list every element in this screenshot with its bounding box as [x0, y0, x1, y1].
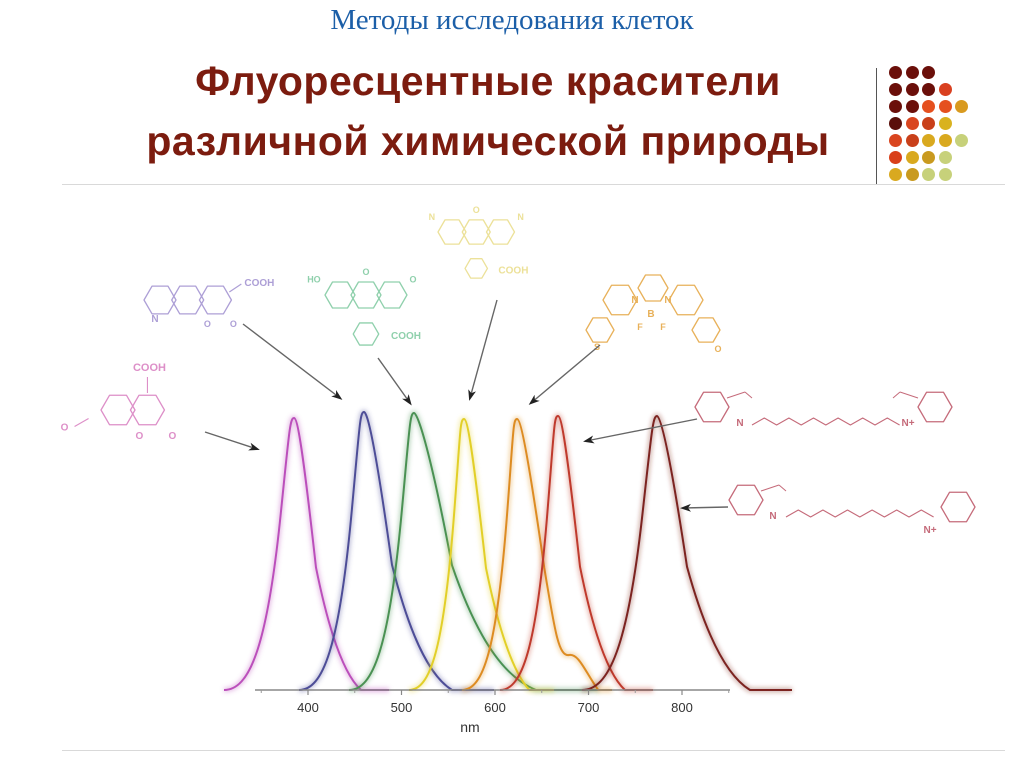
svg-text:F: F	[637, 322, 643, 332]
svg-text:COOH: COOH	[391, 331, 421, 342]
svg-text:600: 600	[484, 700, 506, 715]
svg-text:nm: nm	[460, 719, 479, 735]
svg-text:O: O	[473, 205, 480, 215]
svg-text:COOH: COOH	[133, 362, 166, 374]
svg-text:O: O	[136, 431, 144, 442]
svg-text:COOH: COOH	[498, 265, 528, 276]
svg-text:700: 700	[578, 700, 600, 715]
svg-text:N: N	[151, 314, 158, 325]
svg-text:F: F	[660, 322, 666, 332]
svg-text:B: B	[647, 309, 654, 320]
svg-text:O: O	[410, 275, 417, 285]
svg-text:500: 500	[391, 700, 413, 715]
svg-text:N: N	[429, 212, 436, 222]
svg-text:COOH: COOH	[244, 278, 274, 289]
svg-text:O: O	[230, 319, 237, 329]
svg-text:O: O	[714, 344, 721, 354]
svg-text:800: 800	[671, 700, 693, 715]
svg-text:O: O	[61, 423, 69, 434]
svg-text:N: N	[631, 295, 638, 306]
svg-text:400: 400	[297, 700, 319, 715]
svg-text:N: N	[769, 511, 776, 522]
svg-text:N+: N+	[923, 525, 936, 536]
svg-text:O: O	[169, 431, 177, 442]
svg-text:N: N	[736, 418, 743, 429]
svg-text:N+: N+	[901, 418, 914, 429]
svg-text:O: O	[204, 319, 211, 329]
svg-text:N: N	[664, 295, 671, 306]
svg-text:N: N	[517, 212, 524, 222]
svg-text:HO: HO	[307, 275, 321, 285]
svg-text:O: O	[362, 267, 369, 277]
